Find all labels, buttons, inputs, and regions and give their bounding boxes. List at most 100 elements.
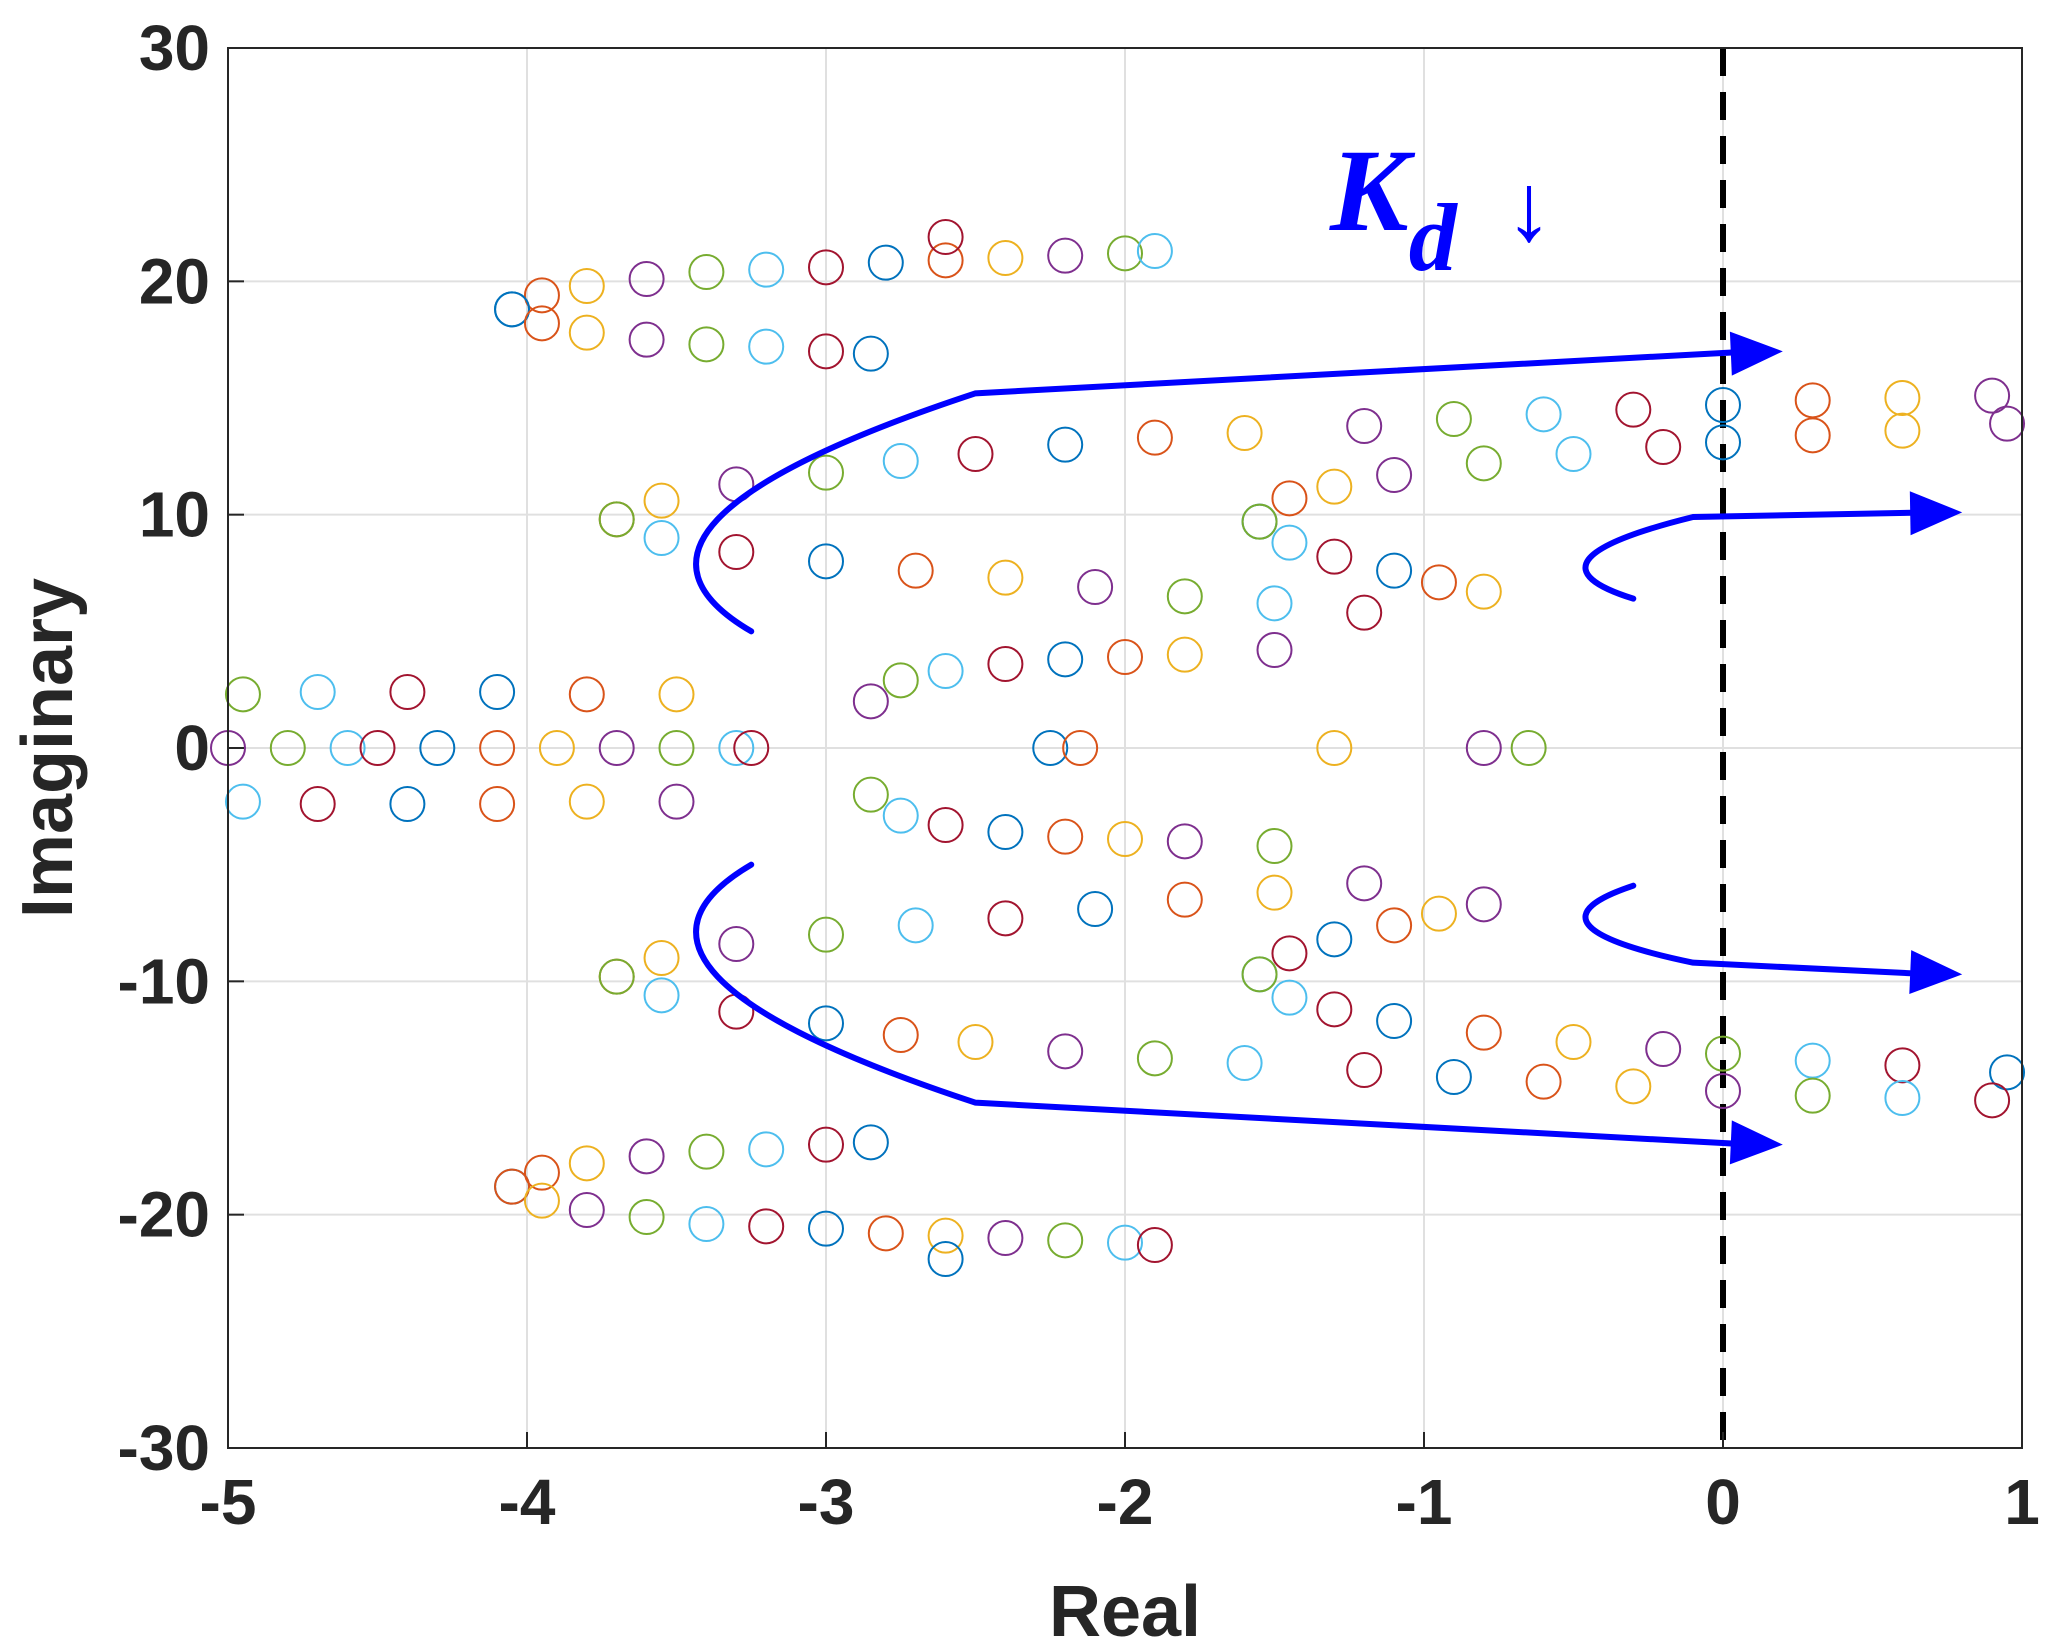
pole-marker (1705, 387, 1741, 423)
pole-markers (210, 219, 2026, 1277)
x-tick-label: -4 (499, 1466, 556, 1538)
direction-arrow-path (693, 348, 1756, 635)
pole-marker (897, 552, 934, 589)
pole-marker (1420, 564, 1457, 601)
pole-marker (1376, 1003, 1413, 1039)
pole-marker (568, 1192, 605, 1228)
pole-marker (598, 730, 635, 766)
pole-marker (1032, 730, 1069, 766)
pole-marker (1166, 881, 1203, 918)
pole-marker (643, 940, 680, 976)
pole-marker (1271, 524, 1308, 561)
pole-marker (882, 662, 919, 699)
pole-marker (523, 1182, 560, 1219)
pole-marker (808, 333, 844, 370)
pole-marker (1525, 1063, 1562, 1100)
pole-marker (852, 335, 889, 372)
pole-marker (1884, 380, 1921, 416)
pole-marker (1226, 1045, 1263, 1081)
direction-arrow-head (1909, 950, 1963, 995)
pole-marker (1316, 921, 1353, 958)
pole-marker (1241, 956, 1278, 993)
pole-marker (957, 1024, 994, 1060)
direction-arrow-head (1909, 491, 1963, 536)
pole-marker (733, 730, 770, 766)
pole-marker (748, 1131, 785, 1168)
x-tick-labels: -5 -4 -3 -2 -1 0 1 (200, 1466, 2040, 1538)
pole-marker (1271, 480, 1308, 517)
pole-marker (718, 534, 755, 570)
pole-marker (1974, 377, 2011, 414)
pole-marker (927, 1217, 964, 1254)
pole-marker (494, 1168, 531, 1205)
pole-marker (1316, 730, 1353, 766)
direction-arrows (693, 331, 1963, 1165)
pole-marker (1884, 1080, 1921, 1116)
pole-marker (1989, 405, 2026, 442)
pole-marker (224, 783, 261, 820)
pole-marker (1062, 730, 1099, 766)
pole-marker (1376, 457, 1413, 493)
pole-marker (1376, 552, 1413, 589)
pole-marker (808, 916, 844, 953)
pole-marker (1989, 1054, 2026, 1091)
pole-marker (1645, 1031, 1682, 1067)
pole-marker (1705, 1035, 1741, 1072)
pole-marker (1077, 891, 1114, 927)
pole-marker (389, 674, 426, 710)
pole-marker (1974, 1082, 2011, 1119)
pole-marker (538, 730, 575, 766)
kd-annotation: Kd ↓ (1329, 125, 1553, 291)
pole-marker (1465, 573, 1502, 610)
x-axis-title: Real (1049, 1572, 1201, 1650)
y-tick-label: -10 (118, 945, 211, 1017)
pole-marker (1525, 396, 1562, 433)
pole-marker (479, 786, 516, 822)
pole-marker (1166, 578, 1203, 615)
pole-marker (1346, 1052, 1383, 1088)
pole-marker (568, 783, 605, 820)
pole-marker (269, 730, 306, 766)
pole-marker (628, 1199, 665, 1235)
pole-marker (748, 328, 785, 365)
y-tick-label: 30 (139, 12, 210, 84)
pole-marker (852, 776, 889, 813)
pole-marker (1047, 1222, 1084, 1259)
pole-marker (808, 454, 844, 491)
pole-marker (1705, 1073, 1741, 1109)
pole-marker (389, 786, 426, 822)
pole-marker (1256, 585, 1293, 622)
x-tick-label: 1 (2004, 1466, 2040, 1538)
pole-marker (1226, 415, 1263, 451)
pole-marker (1047, 1033, 1084, 1070)
svg-text:Kd: Kd (1329, 125, 1459, 291)
pole-marker (1256, 874, 1293, 911)
pole-marker (1047, 818, 1084, 855)
pole-marker (882, 1017, 919, 1053)
pole-marker (1465, 886, 1502, 923)
pole-marker (1346, 408, 1383, 444)
pole-marker (1077, 569, 1114, 605)
pole-marker (628, 1138, 665, 1175)
pole-marker (1435, 1059, 1472, 1095)
pole-marker (1615, 1068, 1652, 1105)
y-tick-label: -20 (118, 1179, 211, 1251)
pole-marker (329, 730, 366, 766)
pole-marker (1645, 429, 1682, 465)
pole-marker (1555, 1024, 1592, 1060)
pole-marker (718, 730, 755, 766)
pole-marker (598, 958, 635, 995)
x-tick-label: -2 (1097, 1466, 1154, 1538)
kd-symbol: K (1329, 125, 1416, 256)
pole-marker (359, 730, 396, 766)
y-tick-labels: -30 -20 -10 0 10 20 30 (118, 12, 211, 1484)
pole-marker (523, 277, 560, 314)
pole-marker (688, 326, 725, 363)
axis-ticks (227, 47, 2023, 1449)
pole-marker (1316, 538, 1353, 575)
pole-marker (568, 314, 605, 351)
pole-marker (897, 907, 934, 944)
pole-marker (1420, 895, 1457, 932)
pole-marker (1615, 391, 1652, 428)
